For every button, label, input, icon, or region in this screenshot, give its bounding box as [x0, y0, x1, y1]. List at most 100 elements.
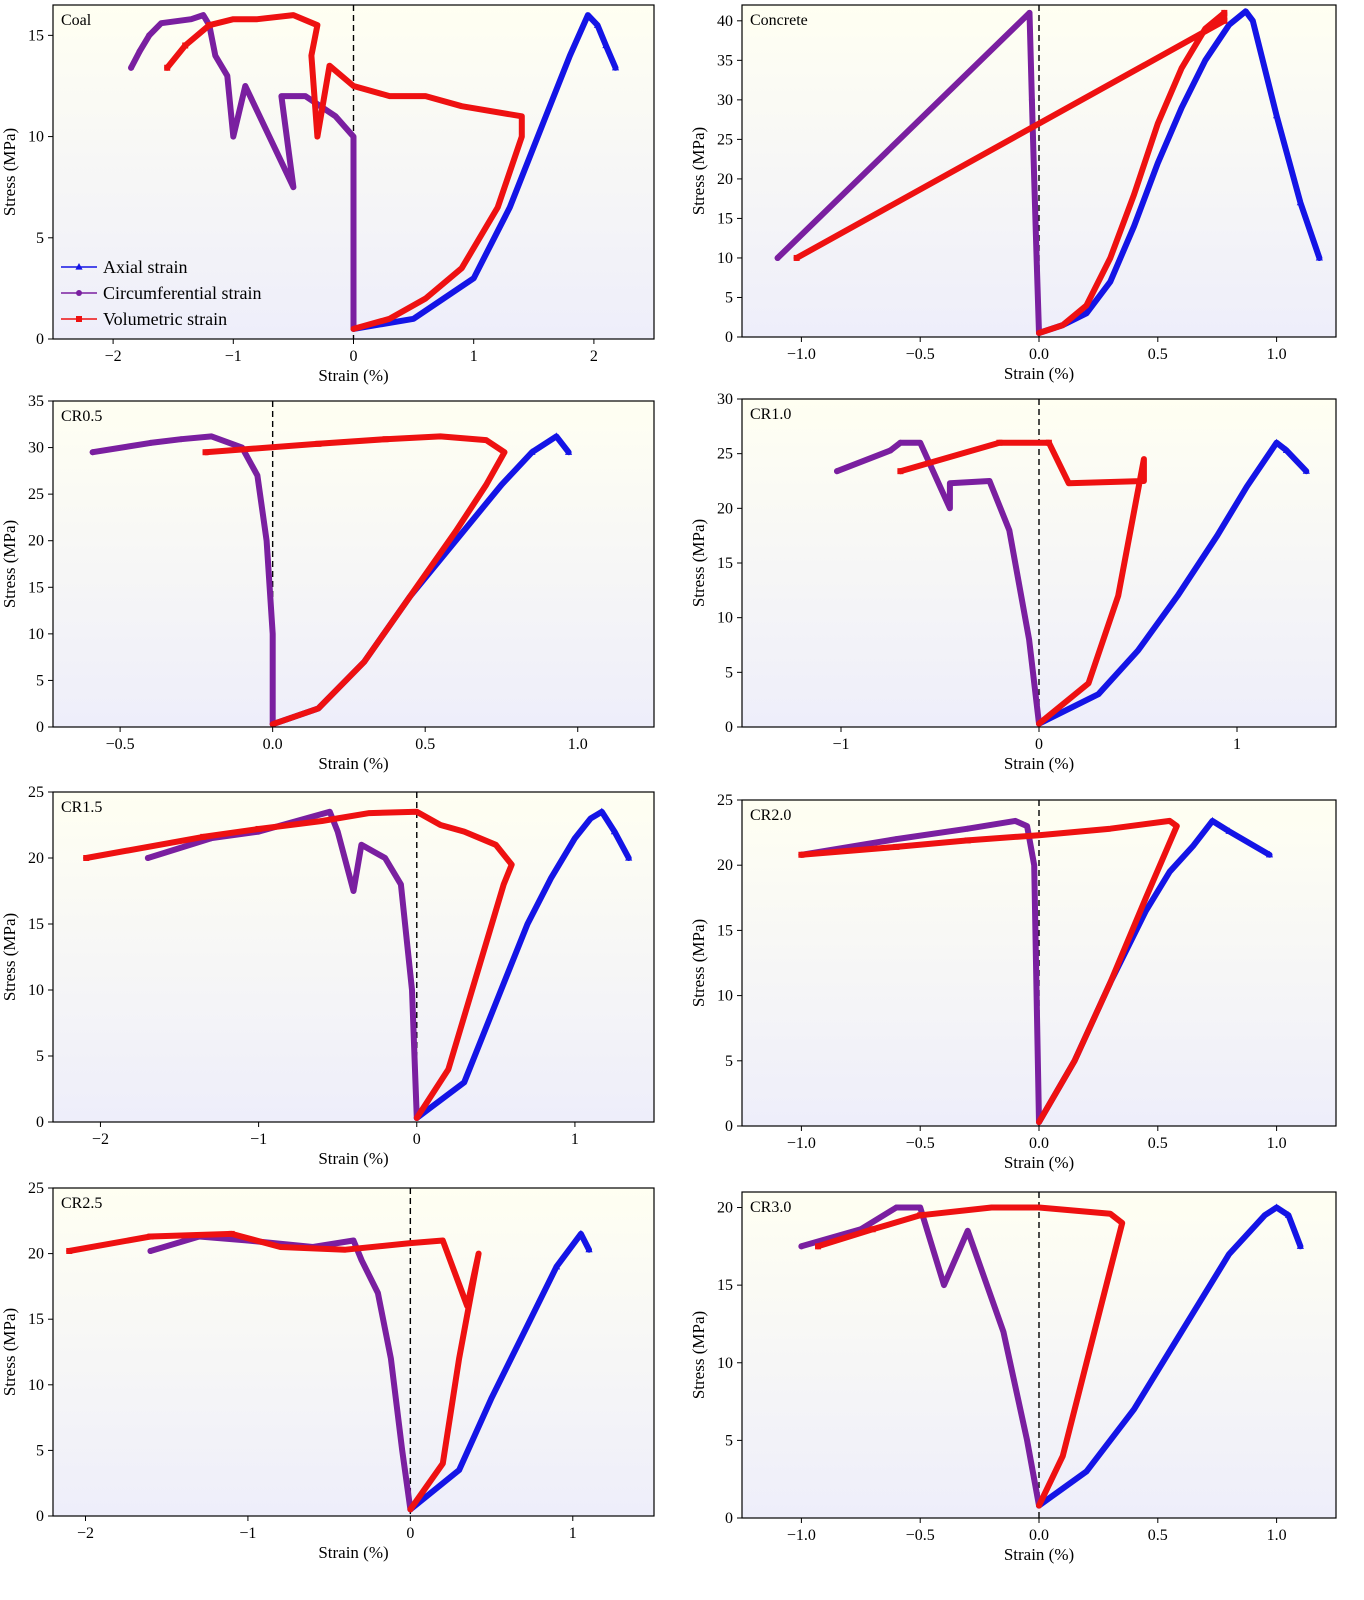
data-point-square: [382, 436, 389, 443]
y-tick-label: 15: [28, 916, 44, 933]
x-tick-label: 1: [569, 1525, 577, 1542]
y-tick-label: 15: [28, 1311, 44, 1328]
data-point-square: [897, 468, 904, 475]
y-tick-label: 5: [725, 1432, 733, 1449]
data-point-circle: [144, 855, 151, 861]
data-point-triangle: [611, 63, 620, 71]
data-point-triangle: [552, 1262, 561, 1270]
y-tick-label: 20: [717, 500, 733, 517]
data-point-square: [793, 254, 800, 261]
panel-label: CR1.5: [61, 799, 102, 816]
data-point-circle: [1028, 96, 1035, 103]
y-tick-label: 15: [717, 555, 733, 572]
x-tick-label: −0.5: [906, 346, 935, 363]
x-axis-label: Strain (%): [1004, 1153, 1074, 1172]
data-point-circle: [798, 1243, 805, 1250]
data-point-triangle: [1296, 198, 1304, 206]
chart-panel-5: −1.0 −0.5 0.0 0.5 1.0 0 5 10 15 20 25 Strain (%) Str…: [689, 792, 1337, 1172]
data-point-square: [1221, 9, 1228, 16]
data-point-circle: [146, 32, 153, 39]
data-point-triangle: [598, 807, 606, 815]
x-tick-label: 0.0: [1029, 346, 1049, 363]
series-group: [128, 12, 620, 332]
series-line-triangle: [413, 808, 632, 1121]
x-axis-label: Strain (%): [1004, 364, 1074, 383]
x-tick-label: 0.0: [263, 736, 283, 753]
y-tick-label: 30: [28, 440, 44, 457]
x-axis-label: Strain (%): [1004, 1545, 1074, 1564]
data-point-circle: [147, 1247, 154, 1254]
y-tick-label: 20: [28, 533, 44, 550]
legend-label: Circumferential strain: [103, 283, 261, 303]
y-tick-label: 10: [28, 626, 44, 643]
series-group: [834, 438, 1310, 727]
data-point-circle: [834, 468, 841, 475]
x-tick-label: 0: [413, 1131, 421, 1148]
data-point-square: [228, 1230, 235, 1237]
x-tick-label: −1.0: [787, 346, 816, 363]
y-tick-label: 0: [725, 719, 733, 736]
data-point-square: [893, 843, 900, 850]
x-tick-label: −1: [225, 348, 242, 365]
series-line-square: [897, 439, 1147, 727]
x-tick-label: 0.0: [1029, 1135, 1049, 1152]
panel-label: CR0.5: [61, 408, 102, 425]
plot-area: [53, 792, 654, 1122]
data-point-triangle: [602, 41, 610, 49]
legend-label: Axial strain: [103, 257, 187, 277]
y-tick-label: 10: [28, 982, 44, 999]
y-tick-label: 25: [717, 446, 733, 463]
y-tick-label: 10: [717, 988, 733, 1005]
y-tick-label: 5: [36, 1048, 44, 1065]
legend: Axial strain Circumferential strain Volume…: [61, 257, 261, 329]
data-point-square: [964, 837, 971, 844]
data-point-circle: [893, 1204, 900, 1211]
series-line-triangle: [1036, 1204, 1304, 1509]
x-tick-label: −2: [77, 1525, 94, 1542]
x-tick-label: 1: [571, 1131, 579, 1148]
data-point-triangle: [593, 21, 602, 28]
x-tick-label: 1: [1233, 736, 1241, 753]
series-line-square: [815, 1204, 1126, 1509]
x-tick-label: −0.5: [906, 1527, 935, 1544]
series-group: [774, 8, 1323, 336]
y-tick-label: 10: [717, 250, 733, 267]
y-tick-label: 0: [36, 1508, 44, 1525]
data-point-triangle: [1296, 1242, 1304, 1249]
data-point-triangle: [1315, 253, 1323, 261]
x-tick-label: −1.0: [787, 1527, 816, 1544]
data-point-triangle: [1302, 467, 1310, 474]
x-tick-label: 1.0: [1267, 1135, 1287, 1152]
y-tick-label: 15: [717, 922, 733, 939]
y-tick-label: 5: [725, 289, 733, 306]
x-tick-label: −1.0: [787, 1135, 816, 1152]
series-line-square: [798, 817, 1180, 1126]
y-tick-label: 10: [28, 129, 44, 146]
x-tick-label: 1.0: [1267, 346, 1287, 363]
data-point-square: [66, 1247, 73, 1254]
x-tick-label: 0: [406, 1525, 414, 1542]
y-tick-label: 30: [717, 391, 733, 408]
y-tick-label: 0: [36, 331, 44, 348]
y-tick-label: 15: [28, 579, 44, 596]
data-point-triangle: [528, 448, 536, 455]
data-point-triangle: [577, 1229, 585, 1237]
data-point-circle: [893, 836, 900, 843]
series-line-square: [83, 808, 515, 1121]
data-point-triangle: [1282, 446, 1291, 453]
x-tick-label: −0.5: [906, 1135, 935, 1152]
y-tick-label: 10: [717, 610, 733, 627]
data-point-square: [182, 42, 189, 49]
panel-label: CR3.0: [750, 1199, 791, 1216]
series-line-square: [164, 12, 525, 332]
data-point-square: [164, 64, 171, 71]
y-axis-label: Stress (MPa): [0, 520, 19, 608]
series-line-triangle: [350, 12, 619, 332]
data-point-square: [206, 22, 213, 29]
chart-panel-2: −0.5 0.0 0.5 1.0 0 5 10 15 20 25 30 35 Strain (%) Str…: [0, 393, 655, 773]
y-axis-label: Stress (MPa): [689, 127, 708, 215]
